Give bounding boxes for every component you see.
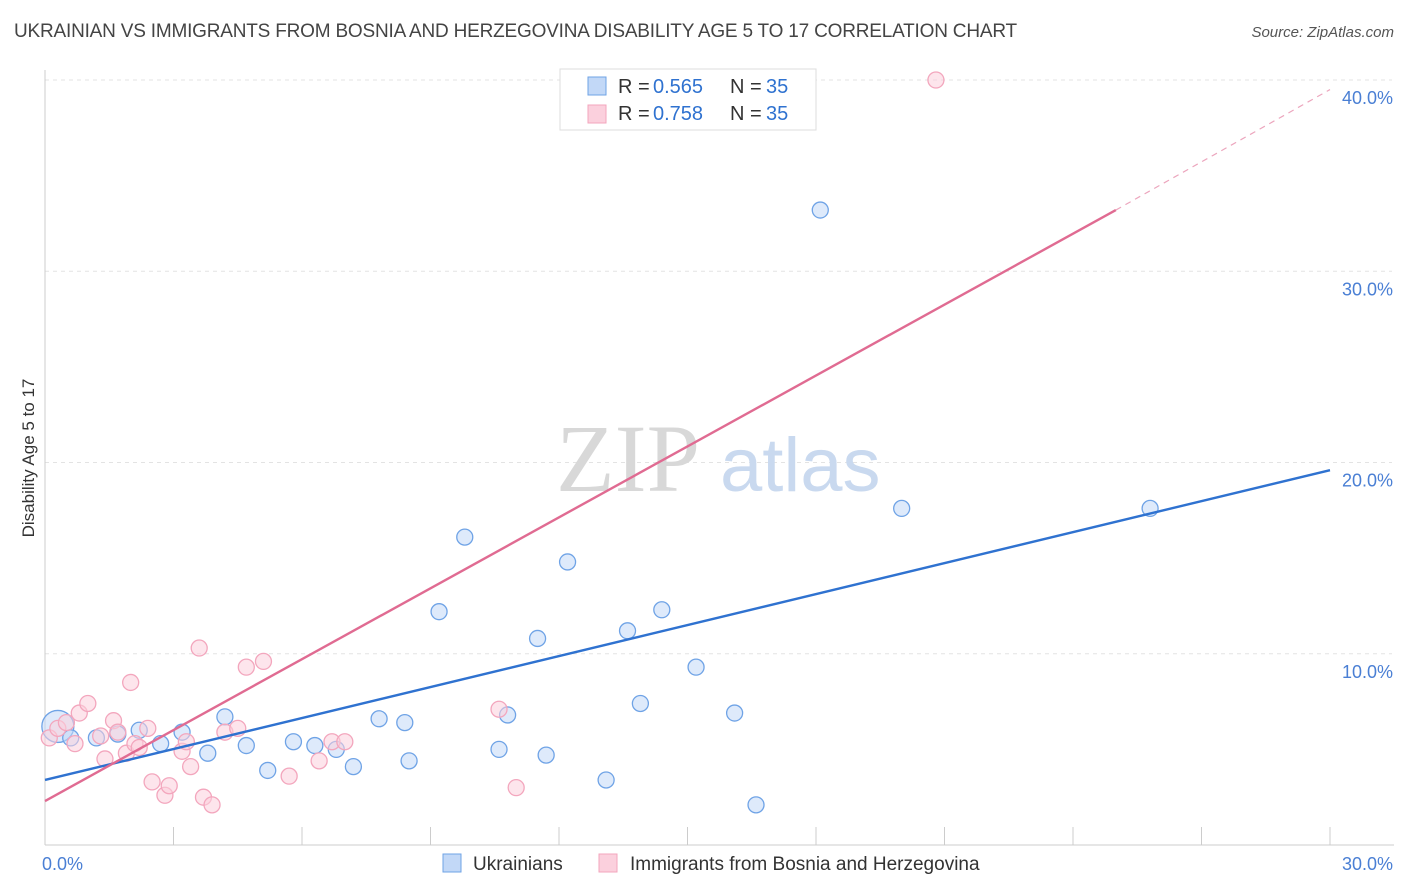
data-point: [310, 752, 328, 770]
source-label: Source: ZipAtlas.com: [1251, 24, 1394, 41]
series-bosnia-points: [40, 71, 945, 814]
x-tick-labels: 0.0% 30.0%: [42, 854, 1393, 874]
data-point: [92, 727, 110, 745]
legend-r-value-0: 0.565: [653, 76, 703, 98]
data-point: [430, 603, 448, 621]
correlation-legend: R = 0.565 N = 35 R = 0.758 N = 35: [559, 68, 817, 131]
trend-line-extension: [1115, 89, 1331, 211]
data-point: [811, 201, 829, 219]
data-point: [122, 673, 140, 692]
series-legend: Ukrainians Immigrants from Bosnia and He…: [442, 853, 980, 875]
y-axis-label: Disability Age 5 to 17: [19, 379, 38, 538]
data-point: [490, 700, 508, 718]
legend-n-label-0: N =: [730, 76, 762, 98]
data-point: [618, 622, 637, 640]
gridlines: [45, 79, 1392, 655]
data-point: [893, 499, 911, 518]
data-point: [490, 740, 508, 759]
y-tick-label: 30.0%: [1342, 279, 1393, 299]
data-point: [336, 733, 354, 751]
data-point: [725, 704, 744, 722]
legend-swatch-ukrainians: [587, 76, 607, 96]
trend-lines: [44, 89, 1331, 803]
x-tick-label-min: 0.0%: [42, 854, 83, 874]
data-point: [199, 744, 217, 762]
data-point: [280, 767, 298, 785]
data-point: [687, 658, 705, 676]
data-point: [284, 733, 303, 751]
data-point: [631, 694, 650, 713]
bottom-legend-swatch-bosnia: [598, 853, 618, 873]
data-point: [507, 778, 525, 797]
chart-title: UKRAINIAN VS IMMIGRANTS FROM BOSNIA AND …: [14, 21, 1017, 42]
data-point: [139, 719, 157, 737]
axes: [44, 70, 1394, 846]
data-point: [558, 553, 577, 571]
watermark-atlas: atlas: [720, 423, 881, 508]
data-point: [927, 71, 945, 89]
watermark-zip: ZIP: [556, 405, 700, 512]
legend-n-label-1: N =: [730, 103, 762, 125]
data-point: [747, 796, 765, 814]
y-tick-labels: 10.0% 20.0% 30.0% 40.0%: [1342, 88, 1393, 682]
data-point: [537, 746, 555, 764]
data-point: [190, 639, 208, 657]
data-point: [79, 694, 97, 713]
data-point: [57, 713, 76, 732]
legend-r-label-0: R =: [618, 76, 650, 98]
legend-n-value-0: 35: [766, 76, 788, 98]
data-point: [306, 736, 324, 755]
data-point: [370, 710, 388, 728]
data-point: [160, 777, 178, 795]
data-point: [237, 736, 255, 755]
data-point: [216, 708, 234, 726]
trend-line: [44, 468, 1331, 782]
legend-swatch-bosnia: [587, 104, 607, 124]
legend-n-value-1: 35: [766, 103, 788, 125]
data-point: [400, 752, 418, 770]
data-point: [143, 773, 161, 791]
y-tick-label: 40.0%: [1342, 88, 1393, 108]
data-point: [109, 723, 127, 741]
watermark: ZIP atlas: [556, 405, 881, 512]
data-point: [344, 757, 363, 776]
data-point: [66, 734, 84, 753]
data-point: [203, 796, 221, 814]
legend-r-label-1: R =: [618, 103, 650, 125]
data-point: [396, 713, 414, 732]
data-point: [456, 528, 474, 546]
data-point: [653, 601, 671, 619]
data-point: [181, 757, 200, 776]
y-tick-label: 20.0%: [1342, 471, 1393, 491]
bottom-legend-swatch-ukrainians: [442, 853, 462, 873]
bottom-legend-label-ukrainians: Ukrainians: [473, 854, 563, 875]
data-point: [597, 771, 615, 789]
trend-line: [44, 208, 1117, 803]
x-tick-label-max: 30.0%: [1342, 854, 1393, 874]
y-tick-label: 10.0%: [1342, 662, 1393, 682]
data-point: [528, 629, 547, 648]
data-point: [237, 658, 255, 676]
legend-r-value-1: 0.758: [653, 103, 703, 125]
data-point: [254, 652, 273, 671]
data-point: [259, 761, 277, 780]
bottom-legend-label-bosnia: Immigrants from Bosnia and Herzegovina: [630, 854, 980, 875]
